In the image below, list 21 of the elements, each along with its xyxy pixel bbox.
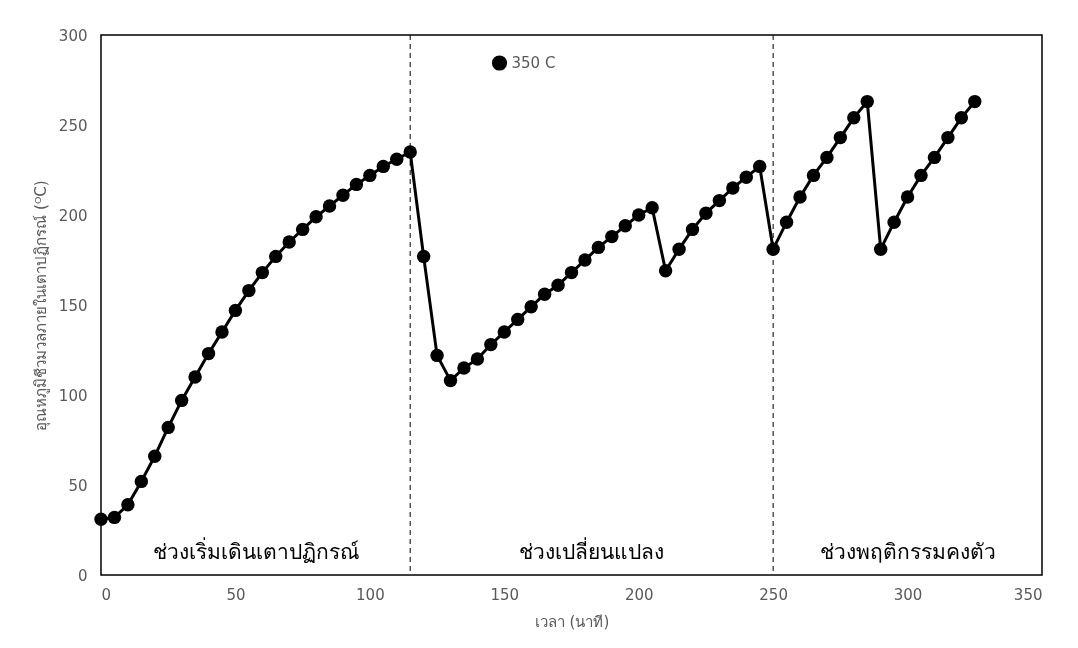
y-tick-label: 100 xyxy=(58,386,88,405)
annotation: ช่วงพฤติกรรมคงตัว xyxy=(819,540,996,564)
annotation: ช่วงเริ่มเดินเตาปฏิกรณ์ xyxy=(152,537,359,564)
y-tick-label: 50 xyxy=(68,476,88,495)
x-tick-label: 50 xyxy=(226,585,246,604)
annotation: ช่วงเปลี่ยนแปลง xyxy=(519,537,665,564)
y-axis-title: อุณหภูมิชีวมวลภายในเตาปฏิกรณ์ (ᴼC) xyxy=(31,180,51,431)
y-tick-label: 250 xyxy=(58,116,88,135)
x-axis-title: เวลา (นาที) xyxy=(534,612,610,631)
x-tick-label: 300 xyxy=(893,585,923,604)
x-tick-label: 200 xyxy=(624,585,654,604)
y-tick-label: 300 xyxy=(58,26,88,45)
y-tick-label: 200 xyxy=(58,206,88,225)
x-tick-label: 0 xyxy=(101,585,112,604)
x-tick-label: 350 xyxy=(1013,585,1043,604)
legend-label: 350 C xyxy=(511,54,556,72)
y-tick-label: 150 xyxy=(58,296,88,315)
x-tick-label: 150 xyxy=(490,585,520,604)
y-tick-label: 0 xyxy=(77,566,88,585)
x-tick-label: 250 xyxy=(759,585,788,604)
x-tick-label: 100 xyxy=(356,585,385,604)
